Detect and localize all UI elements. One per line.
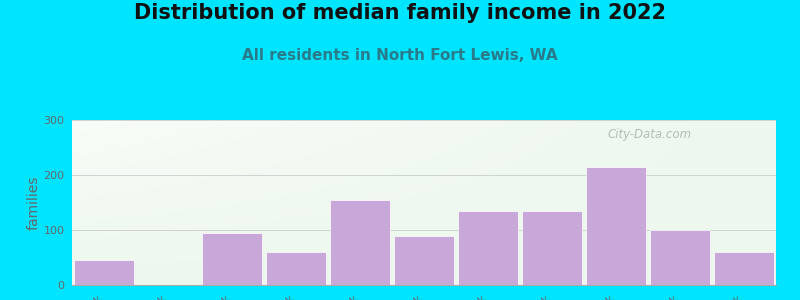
Bar bbox=[650, 230, 710, 285]
Bar bbox=[714, 252, 774, 285]
Bar bbox=[522, 211, 582, 285]
Bar bbox=[266, 252, 326, 285]
Bar bbox=[74, 260, 134, 285]
Bar bbox=[202, 233, 262, 285]
Y-axis label: families: families bbox=[26, 175, 41, 230]
Bar bbox=[458, 211, 518, 285]
Bar bbox=[586, 167, 646, 285]
Text: All residents in North Fort Lewis, WA: All residents in North Fort Lewis, WA bbox=[242, 48, 558, 63]
Text: Distribution of median family income in 2022: Distribution of median family income in … bbox=[134, 3, 666, 23]
Bar bbox=[394, 236, 454, 285]
Text: City-Data.com: City-Data.com bbox=[607, 128, 691, 141]
Bar bbox=[330, 200, 390, 285]
